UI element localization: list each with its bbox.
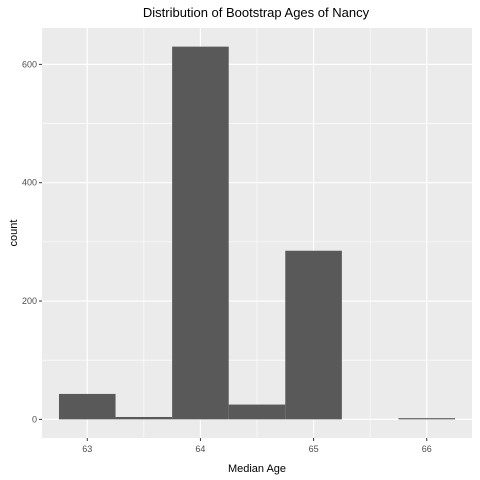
histogram-bar — [228, 404, 286, 420]
y-tick-label: 400 — [22, 178, 37, 188]
y-tick-label: 600 — [22, 59, 37, 69]
histogram-bar — [398, 418, 456, 420]
minor-gridlines — [42, 28, 472, 438]
y-tick-label: 0 — [32, 414, 37, 424]
y-axis: 0 200 400 600 — [22, 59, 42, 424]
histogram-bar — [58, 393, 116, 420]
x-tick-label: 63 — [82, 444, 92, 454]
histogram-bars — [58, 46, 456, 420]
histogram-bar — [172, 46, 229, 420]
histogram-bar — [285, 250, 342, 420]
x-tick-label: 65 — [309, 444, 319, 454]
histogram-bar — [115, 416, 173, 420]
x-tick-label: 64 — [195, 444, 205, 454]
x-axis-title: Median Age — [228, 463, 286, 475]
x-axis: 63 64 65 66 — [82, 438, 432, 454]
chart-title: Distribution of Bootstrap Ages of Nancy — [143, 5, 370, 20]
y-tick-label: 200 — [22, 296, 37, 306]
x-tick-label: 66 — [422, 444, 432, 454]
y-axis-title: count — [8, 220, 20, 247]
